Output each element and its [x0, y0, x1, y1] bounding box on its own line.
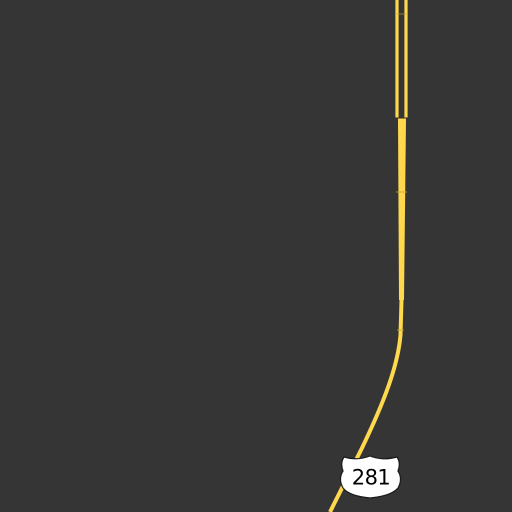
shield-route-number: 281 — [352, 466, 391, 490]
highway-wide-segment — [398, 118, 406, 300]
shield-icon — [339, 455, 402, 499]
us-highway-shield[interactable]: 281 — [339, 455, 402, 499]
highway-merged-segment — [328, 118, 404, 512]
highway-road — [328, 0, 408, 512]
